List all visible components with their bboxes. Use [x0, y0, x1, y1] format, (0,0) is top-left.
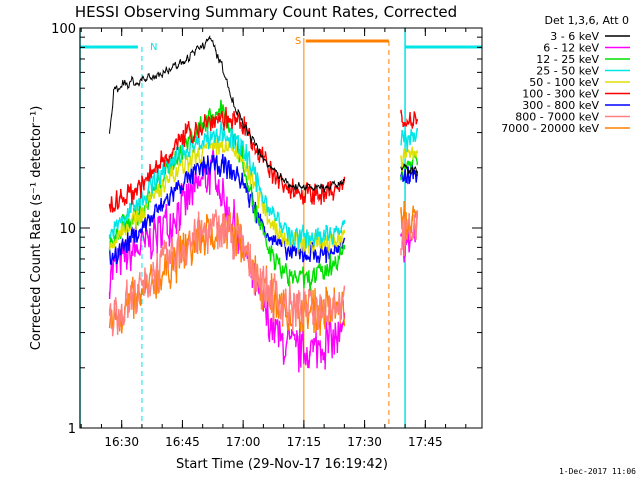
timestamp: 1-Dec-2017 11:06 — [559, 467, 636, 476]
series-300-800-keV — [108, 153, 418, 266]
series-trace-segment — [108, 144, 346, 373]
y-tick-label: 10 — [59, 222, 76, 237]
series-trace-segment — [400, 109, 418, 129]
saa-label: S — [295, 36, 301, 47]
series-trace-segment — [108, 153, 346, 266]
x-tick-label: 17:15 — [287, 435, 322, 449]
series-800-7000-keV — [108, 209, 418, 337]
chart-title: HESSI Observing Summary Count Rates, Cor… — [75, 3, 457, 21]
series-50-100-keV — [108, 137, 418, 254]
x-axis-ticks: 16:30 16:45 17:00 17:15 17:30 17:45 — [80, 28, 467, 449]
x-tick-label: 17:45 — [408, 435, 443, 449]
night-label: N — [150, 42, 157, 53]
series-25-50-keV — [108, 120, 418, 250]
legend-title: Det 1,3,6, Att 0 — [545, 14, 629, 27]
x-tick-label: 17:30 — [347, 435, 382, 449]
series-trace-segment — [109, 35, 345, 193]
x-tick-label: 16:30 — [104, 435, 139, 449]
legend-entry-label: 12 - 25 keV — [536, 53, 599, 66]
y-tick-label: 1 — [68, 422, 76, 437]
legend-entry-label: 50 - 100 keV — [529, 76, 599, 89]
y-axis-ticks: 1 10 100 — [51, 22, 482, 437]
y-tick-label: 100 — [51, 22, 76, 37]
legend-entry-label: 800 - 7000 keV — [515, 111, 599, 124]
series-trace-segment — [400, 164, 418, 185]
legend-entry-label: 7000 - 20000 keV — [501, 122, 599, 135]
series-trace-segment — [108, 137, 346, 254]
legend-entry-label: 3 - 6 keV — [550, 30, 599, 43]
series-trace-segment — [400, 163, 418, 176]
series-trace-segment — [108, 209, 346, 337]
legend-entry-label: 25 - 50 keV — [536, 65, 599, 78]
legend-entry-label: 6 - 12 keV — [543, 42, 599, 55]
x-tick-label: 17:00 — [226, 435, 261, 449]
series-trace-segment — [108, 106, 346, 213]
x-tick-label: 16:45 — [165, 435, 200, 449]
series-3-6-keV — [109, 35, 418, 193]
series-trace-segment — [108, 120, 346, 250]
series-trace-segment — [400, 210, 418, 257]
data-series — [108, 35, 418, 373]
series-trace-segment — [400, 127, 418, 152]
legend-entry-label: 300 - 800 keV — [522, 99, 599, 112]
legend-entry-label: 100 - 300 keV — [522, 88, 599, 101]
series-100-300-keV — [108, 106, 418, 213]
x-axis-label: Start Time (29-Nov-17 16:19:42) — [176, 457, 388, 472]
series-trace-segment — [400, 146, 418, 172]
y-axis-label: Corrected Count Rate (s⁻¹ detector⁻¹) — [29, 106, 44, 351]
